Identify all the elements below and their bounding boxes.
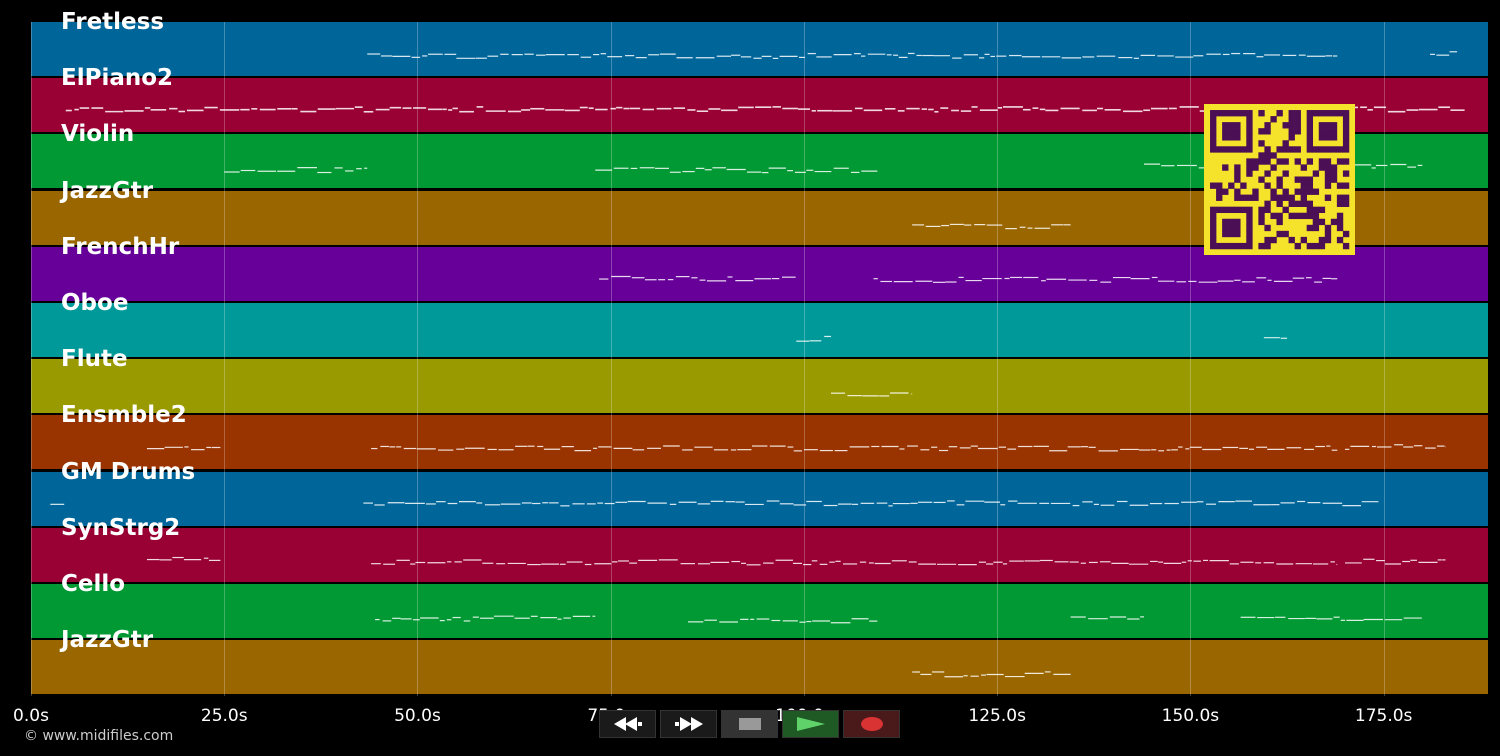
stop-button[interactable] — [721, 710, 778, 738]
track-lane — [31, 415, 1488, 470]
track-label: JazzGtr — [61, 627, 154, 654]
time-tick-label: 50.0s — [394, 706, 441, 726]
grid-line — [1383, 22, 1385, 696]
play-icon — [796, 717, 825, 731]
grid-line — [31, 22, 32, 696]
play-button[interactable] — [782, 710, 839, 738]
grid-line — [224, 22, 226, 696]
track-label: JazzGtr — [61, 177, 154, 204]
grid-line — [997, 22, 999, 696]
track-lane — [31, 527, 1488, 582]
time-tick-label: 25.0s — [200, 706, 248, 726]
fast-forward-icon — [674, 717, 703, 731]
track-label: Ensmble2 — [61, 402, 187, 429]
track-label: Cello — [61, 571, 126, 597]
fast-forward-button[interactable] — [660, 710, 717, 738]
track-label: Flute — [61, 346, 128, 373]
record-button[interactable] — [843, 710, 900, 738]
grid-line — [1190, 22, 1192, 696]
time-tick-label: 0.0s — [13, 706, 49, 726]
track-label: Violin — [61, 121, 135, 148]
rewind-button[interactable] — [599, 710, 656, 738]
track-lane — [31, 640, 1488, 695]
copyright-text: © www.midifiles.com — [24, 728, 174, 744]
grid-line — [610, 22, 612, 696]
track-label: GM Drums — [61, 458, 196, 485]
qr-code-graphic — [1204, 104, 1355, 255]
track-lane — [31, 22, 1488, 76]
track-label: Oboe — [61, 290, 129, 316]
track-lane — [31, 359, 1488, 414]
track-label: FrenchHr — [61, 233, 180, 260]
track-lane — [31, 246, 1488, 301]
grid-line — [803, 22, 805, 696]
qr-code-icon — [1204, 104, 1355, 256]
time-tick-label: 125.0s — [968, 706, 1026, 726]
stop-icon — [738, 718, 761, 730]
transport-controls — [599, 710, 901, 740]
record-icon — [860, 717, 883, 731]
rewind-icon — [613, 717, 642, 731]
track-label: SynStrg2 — [61, 514, 181, 541]
track-label: ElPiano2 — [61, 65, 174, 92]
track-lane — [31, 584, 1488, 638]
track-lane — [31, 303, 1488, 357]
grid-line — [417, 22, 419, 696]
time-tick-label: 150.0s — [1161, 706, 1220, 726]
time-tick-label: 175.0s — [1354, 706, 1413, 726]
track-label: Fretless — [61, 9, 165, 35]
track-lane — [31, 471, 1488, 526]
